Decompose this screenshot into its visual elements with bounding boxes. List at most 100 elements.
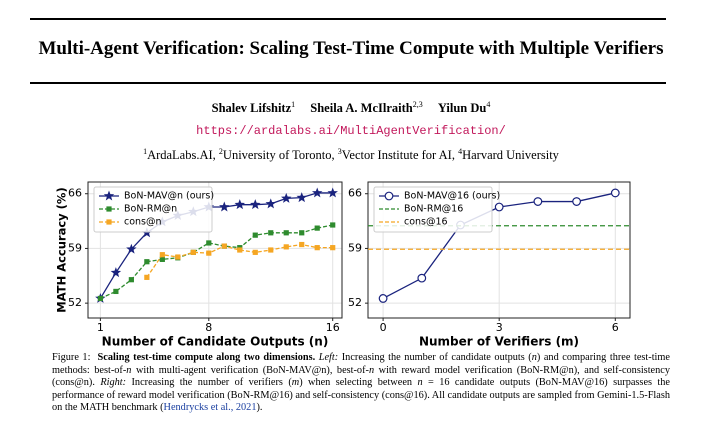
plot-frame xyxy=(87,181,343,319)
caption-text: = 16 candidate outputs (BoN-MAV@16) surp… xyxy=(52,377,671,414)
author: Yilun Du4 xyxy=(438,100,491,115)
affiliations: 1ArdaLabs.AI, 2University of Toronto, 3V… xyxy=(0,147,702,163)
x-tick-label: 0 xyxy=(380,321,387,334)
point xyxy=(206,240,212,246)
point xyxy=(314,245,320,251)
y-tick-label: 66 xyxy=(68,187,82,200)
top-rule xyxy=(30,18,666,20)
point xyxy=(283,230,289,236)
point xyxy=(533,197,543,206)
caption-math: n xyxy=(531,352,537,363)
y-tick-label: 66 xyxy=(348,187,362,200)
author-sup: 1 xyxy=(291,100,296,109)
x-tick-label: 3 xyxy=(496,321,503,334)
legend-label: BoN-RM@16 xyxy=(404,204,463,215)
aff-name: Vector Institute for AI, xyxy=(341,148,459,163)
point xyxy=(572,197,581,206)
x-tick-label: 8 xyxy=(205,321,212,334)
point xyxy=(494,202,504,212)
legend-box xyxy=(373,186,493,233)
project-url[interactable]: https://ardalabs.ai/MultiAgentVerificati… xyxy=(196,124,506,138)
author-sup: 2,3 xyxy=(412,100,423,109)
x-axis-label: Number of Candidate Outputs (n) xyxy=(102,335,329,349)
caption-text: Increasing the number of candidate outpu… xyxy=(338,352,532,363)
aff-sup: 1 xyxy=(143,147,148,156)
point xyxy=(159,256,165,262)
point xyxy=(252,249,258,255)
caption-label: Figure 1: xyxy=(52,352,91,363)
legend-label: cons@n xyxy=(124,217,162,228)
point xyxy=(610,188,620,198)
point xyxy=(417,273,427,283)
point xyxy=(283,244,289,250)
point xyxy=(159,252,165,258)
aff-name: ArdaLabs.AI, xyxy=(147,148,219,163)
legend-marker xyxy=(384,191,394,201)
point xyxy=(221,243,227,249)
legend-label: BoN-RM@n xyxy=(124,204,177,215)
figure-caption: Figure 1: Scaling test-time compute alon… xyxy=(52,352,670,415)
point xyxy=(252,232,258,238)
caption-math: m xyxy=(291,377,300,389)
y-tick-label: 52 xyxy=(348,296,362,309)
author-name: Shalev Lifshitz xyxy=(211,101,292,116)
point xyxy=(281,192,292,203)
point xyxy=(311,187,323,198)
citation-link[interactable]: Hendrycks et al., 2021 xyxy=(163,402,257,414)
point xyxy=(250,199,261,210)
caption-italic: Left: xyxy=(318,352,339,363)
point xyxy=(327,187,338,198)
point xyxy=(126,243,137,254)
caption-math: n xyxy=(368,364,375,376)
caption-math: n xyxy=(126,364,132,376)
aff-sup: 2 xyxy=(218,147,223,156)
point xyxy=(378,294,388,303)
y-tick-label: 59 xyxy=(68,241,82,254)
authors: Shalev Lifshitz1 Sheila A. McIlraith2,3 … xyxy=(0,100,702,116)
caption-italic: Right: xyxy=(100,377,127,389)
point xyxy=(110,267,122,278)
caption-bold: Scaling test-time compute along two dime… xyxy=(97,352,316,363)
caption-text: with multi-agent verification (BoN-MAV@n… xyxy=(131,364,369,376)
point xyxy=(219,201,230,212)
point xyxy=(113,288,119,295)
point xyxy=(175,254,181,260)
series-line xyxy=(100,224,333,300)
x-tick-label: 16 xyxy=(326,321,340,334)
caption-text: Increasing the number of verifiers ( xyxy=(126,377,292,389)
point xyxy=(268,230,274,236)
y-axis-label: MATH Accuracy (%) xyxy=(55,187,69,312)
point xyxy=(206,250,212,256)
point xyxy=(330,245,336,251)
caption-text: ). xyxy=(256,402,263,414)
author-name: Sheila A. McIlraith xyxy=(310,101,413,116)
x-tick-label: 1 xyxy=(97,321,104,334)
point xyxy=(128,277,134,283)
legend-marker xyxy=(106,206,112,212)
point xyxy=(97,295,103,302)
aff-name: University of Toronto, xyxy=(222,148,338,163)
point xyxy=(296,192,307,203)
y-tick-label: 52 xyxy=(68,296,82,309)
paper-title: Multi-Agent Verification: Scaling Test-T… xyxy=(38,38,664,59)
legend-marker xyxy=(103,190,115,201)
caption-text: ) when selecting between xyxy=(299,377,418,389)
legend-label: BoN-MAV@n (ours) xyxy=(124,191,214,202)
point xyxy=(237,247,243,253)
bottom-rule xyxy=(30,82,666,84)
point xyxy=(299,241,305,248)
series-line xyxy=(99,192,333,299)
point xyxy=(190,249,196,255)
legend-box xyxy=(93,186,213,233)
point xyxy=(144,259,150,265)
x-axis-label: Number of Verifiers (m) xyxy=(419,335,579,349)
caption-text: ) and comparing three test-time methods:… xyxy=(52,352,670,376)
point xyxy=(265,198,276,209)
plot-frame xyxy=(367,181,631,319)
caption-text: with reward model verification (BoN-RM@n… xyxy=(52,364,670,389)
aff-name: Harvard University xyxy=(462,148,559,163)
legend-label: BoN-MAV@16 (ours) xyxy=(404,191,500,202)
legend-label: cons@16 xyxy=(404,217,448,228)
author-sup: 4 xyxy=(486,100,491,109)
